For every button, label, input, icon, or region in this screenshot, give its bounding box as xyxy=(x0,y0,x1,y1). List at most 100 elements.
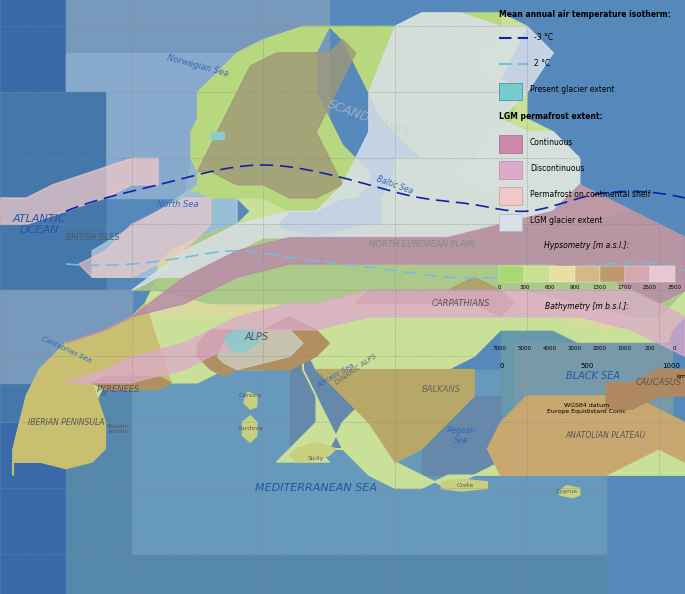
Polygon shape xyxy=(0,290,132,383)
Polygon shape xyxy=(66,290,685,383)
Polygon shape xyxy=(132,369,606,554)
Bar xyxy=(653,380,675,391)
Text: Baltic Sea: Baltic Sea xyxy=(376,174,414,195)
Text: 2000: 2000 xyxy=(593,346,606,351)
Bar xyxy=(625,266,649,282)
Text: Present glacier extent: Present glacier extent xyxy=(530,86,614,94)
Text: 1300: 1300 xyxy=(593,285,606,290)
Text: CARPATHIANS: CARPATHIANS xyxy=(432,299,490,308)
Text: 4000: 4000 xyxy=(543,346,556,351)
Bar xyxy=(625,327,649,343)
Text: ATLANTIC
OCEAN: ATLANTIC OCEAN xyxy=(13,214,66,235)
Bar xyxy=(587,380,609,391)
Text: BRITISH ISLES: BRITISH ISLES xyxy=(66,233,119,242)
Polygon shape xyxy=(501,330,672,416)
Polygon shape xyxy=(290,343,395,449)
Polygon shape xyxy=(0,159,158,225)
Polygon shape xyxy=(488,396,685,475)
Polygon shape xyxy=(191,13,514,211)
Bar xyxy=(575,266,599,282)
Text: IBERIAN PENINSULA: IBERIAN PENINSULA xyxy=(27,418,104,427)
Text: Aegean
Sea: Aegean Sea xyxy=(447,426,475,446)
Text: Corsica: Corsica xyxy=(238,393,262,399)
Bar xyxy=(521,380,543,391)
Text: WGS84 datum
Europe Equidistant Conic: WGS84 datum Europe Equidistant Conic xyxy=(547,403,627,413)
Bar xyxy=(499,266,525,282)
Text: 200: 200 xyxy=(645,346,655,351)
Bar xyxy=(499,380,521,391)
Text: 1000: 1000 xyxy=(662,364,680,369)
Polygon shape xyxy=(441,479,488,491)
Polygon shape xyxy=(224,330,264,352)
Text: Mean annual air temperature isotherm:: Mean annual air temperature isotherm: xyxy=(499,10,671,19)
Text: Sardinia: Sardinia xyxy=(238,426,263,431)
Polygon shape xyxy=(290,442,336,462)
Text: 300: 300 xyxy=(519,285,530,290)
Polygon shape xyxy=(13,13,685,488)
Text: Crete: Crete xyxy=(456,484,473,488)
Text: SCANDINAVIA: SCANDINAVIA xyxy=(326,98,412,140)
Text: Adriatic Sea: Adriatic Sea xyxy=(316,363,356,389)
FancyBboxPatch shape xyxy=(499,188,522,205)
Bar xyxy=(609,380,631,391)
Text: BLACK SEA: BLACK SEA xyxy=(566,371,620,381)
FancyBboxPatch shape xyxy=(499,161,522,179)
Text: BALKANS: BALKANS xyxy=(422,385,461,394)
Bar xyxy=(525,327,549,343)
Polygon shape xyxy=(421,396,501,475)
Text: 3000: 3000 xyxy=(568,346,582,351)
Polygon shape xyxy=(356,277,514,317)
Bar xyxy=(543,380,565,391)
Text: LGM glacier extent: LGM glacier extent xyxy=(530,216,602,226)
Bar xyxy=(599,327,625,343)
Polygon shape xyxy=(606,369,685,409)
Text: DINARIC ALPS: DINARIC ALPS xyxy=(334,353,377,386)
Bar xyxy=(631,380,653,391)
Text: km: km xyxy=(677,374,685,379)
Polygon shape xyxy=(242,416,257,442)
Text: 7000: 7000 xyxy=(493,346,506,351)
Polygon shape xyxy=(79,198,211,277)
Bar xyxy=(525,266,549,282)
Text: 900: 900 xyxy=(569,285,580,290)
Polygon shape xyxy=(0,0,105,594)
Bar xyxy=(499,327,525,343)
Text: Cantabrian Sea: Cantabrian Sea xyxy=(40,336,92,364)
Text: ALPS: ALPS xyxy=(245,331,269,342)
Polygon shape xyxy=(217,330,303,369)
Text: Bathymetry [m b.s.l.]:: Bathymetry [m b.s.l.]: xyxy=(545,302,629,311)
Text: 500: 500 xyxy=(580,364,594,369)
FancyBboxPatch shape xyxy=(499,214,522,231)
Polygon shape xyxy=(66,185,685,343)
FancyBboxPatch shape xyxy=(499,135,522,153)
Text: NORTH EUROPEAN PLAIN: NORTH EUROPEAN PLAIN xyxy=(369,240,474,249)
Polygon shape xyxy=(197,317,329,376)
Text: Hypsometry [m a.s.l.]:: Hypsometry [m a.s.l.]: xyxy=(545,241,630,250)
Polygon shape xyxy=(92,376,171,390)
Text: North Sea: North Sea xyxy=(157,200,199,209)
Text: 0: 0 xyxy=(673,346,676,351)
Bar xyxy=(649,327,675,343)
Text: 0: 0 xyxy=(498,285,501,290)
Polygon shape xyxy=(211,132,224,138)
Bar xyxy=(549,327,575,343)
Bar xyxy=(575,327,599,343)
FancyBboxPatch shape xyxy=(499,83,522,100)
Polygon shape xyxy=(184,93,290,198)
Polygon shape xyxy=(132,211,685,317)
Bar xyxy=(599,266,625,282)
Text: Norwegian Sea: Norwegian Sea xyxy=(166,53,229,78)
Text: Sicily: Sicily xyxy=(308,456,324,460)
Polygon shape xyxy=(316,369,474,462)
Polygon shape xyxy=(560,486,580,498)
Bar xyxy=(549,266,575,282)
Text: LGM permafrost extent:: LGM permafrost extent: xyxy=(499,112,603,121)
Polygon shape xyxy=(92,185,237,277)
Text: Balearic
Islands: Balearic Islands xyxy=(108,424,129,434)
Text: 2500: 2500 xyxy=(643,285,657,290)
Text: ANATOLIAN PLATEAU: ANATOLIAN PLATEAU xyxy=(566,431,646,440)
Polygon shape xyxy=(132,13,580,290)
Polygon shape xyxy=(66,396,606,594)
Text: 2 °C: 2 °C xyxy=(534,59,550,68)
Polygon shape xyxy=(382,159,501,238)
